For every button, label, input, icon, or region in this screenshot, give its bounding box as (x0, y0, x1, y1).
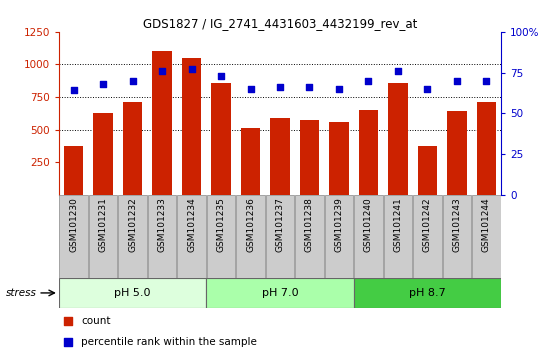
Text: GSM101242: GSM101242 (423, 197, 432, 252)
Text: GSM101237: GSM101237 (276, 197, 284, 252)
Point (157, 68, 166, 74)
Bar (270, 118, 290, 195)
Bar (300, 120, 319, 195)
Bar (59, 195, 88, 278)
Bar (148, 195, 176, 278)
Text: count: count (81, 316, 110, 326)
Point (276, 84, 284, 90)
Text: GSM101234: GSM101234 (187, 197, 196, 252)
Text: GSM101230: GSM101230 (69, 197, 78, 252)
Bar (64, 147, 83, 195)
Bar (447, 111, 466, 195)
Point (63, 318, 72, 324)
Text: pH 5.0: pH 5.0 (114, 288, 151, 298)
Point (217, 73, 226, 79)
Bar (266, 195, 294, 278)
Text: GSM101243: GSM101243 (452, 197, 461, 252)
Bar (152, 51, 171, 195)
Bar (206, 278, 354, 308)
Bar (329, 122, 348, 195)
Text: GDS1827 / IG_2741_4431603_4432199_rev_at: GDS1827 / IG_2741_4431603_4432199_rev_at (143, 17, 417, 30)
Text: pH 8.7: pH 8.7 (409, 288, 446, 298)
Point (423, 86, 432, 92)
Bar (354, 195, 382, 278)
Point (452, 78, 461, 84)
Text: GSM101241: GSM101241 (394, 197, 403, 252)
Point (187, 67, 196, 72)
Bar (359, 110, 378, 195)
Bar (207, 195, 235, 278)
Point (246, 86, 255, 92)
Text: GSM101233: GSM101233 (157, 197, 166, 252)
Text: GSM101238: GSM101238 (305, 197, 314, 252)
Point (364, 78, 373, 84)
Bar (477, 102, 496, 195)
Bar (89, 195, 117, 278)
Bar (325, 195, 353, 278)
Text: GSM101236: GSM101236 (246, 197, 255, 252)
Text: percentile rank within the sample: percentile rank within the sample (81, 337, 257, 347)
Text: pH 7.0: pH 7.0 (262, 288, 298, 298)
Bar (389, 83, 408, 195)
Text: stress: stress (6, 288, 36, 298)
Bar (443, 195, 471, 278)
Bar (94, 113, 113, 195)
Bar (295, 195, 324, 278)
Bar (212, 83, 231, 195)
Point (69, 88, 78, 93)
Bar (118, 195, 147, 278)
Bar (123, 102, 142, 195)
Text: GSM101244: GSM101244 (482, 197, 491, 252)
Point (334, 86, 343, 92)
Bar (236, 195, 265, 278)
Bar (59, 278, 206, 308)
Point (63, 339, 72, 345)
Point (305, 84, 314, 90)
Point (394, 68, 403, 74)
Bar (241, 128, 260, 195)
Text: GSM101239: GSM101239 (334, 197, 343, 252)
Bar (354, 278, 501, 308)
Text: GSM101231: GSM101231 (99, 197, 108, 252)
Bar (418, 147, 437, 195)
Bar (182, 58, 201, 195)
Point (99, 81, 108, 87)
Bar (413, 195, 442, 278)
Bar (472, 195, 501, 278)
Text: GSM101235: GSM101235 (217, 197, 226, 252)
Point (482, 78, 491, 84)
Bar (384, 195, 412, 278)
Text: GSM101232: GSM101232 (128, 197, 137, 252)
Point (128, 78, 137, 84)
Text: GSM101240: GSM101240 (364, 197, 373, 252)
Bar (178, 195, 206, 278)
